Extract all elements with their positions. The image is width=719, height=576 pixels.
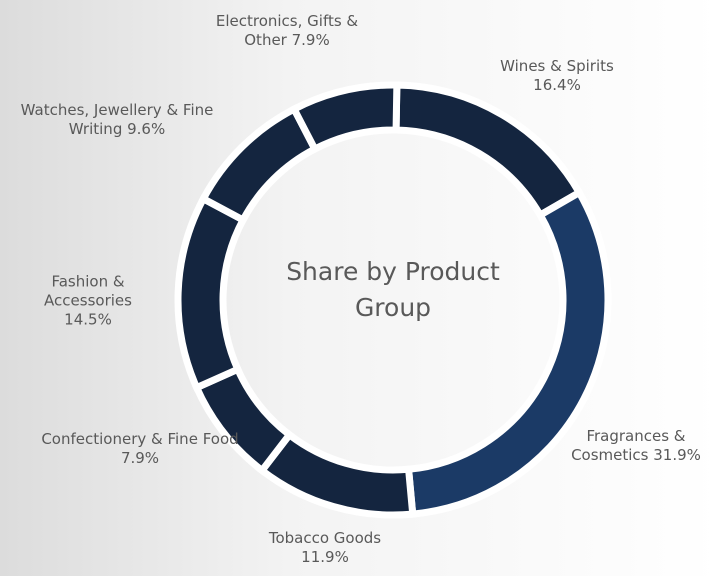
data-label: Fragrances & Cosmetics 31.9%: [551, 427, 719, 465]
value-label: 14.5%: [64, 310, 112, 329]
value-label: 7.9%: [120, 449, 160, 467]
value-label: 7.9%: [291, 31, 330, 49]
category-label: Wines & Spirits: [500, 57, 614, 75]
data-label: Confectionery & Fine Food 7.9%: [40, 430, 240, 468]
category-label: Watches, Jewellery & Fine Writing: [20, 101, 214, 138]
category-label: Fashion & Accessories: [44, 272, 132, 310]
value-label: 31.9%: [653, 446, 701, 464]
data-label: Electronics, Gifts & Other 7.9%: [197, 12, 377, 50]
category-label: Tobacco Goods: [268, 529, 382, 547]
data-label: Watches, Jewellery & Fine Writing 9.6%: [0, 101, 237, 139]
category-label: Fragrances & Cosmetics: [571, 427, 686, 464]
donut-segment: [289, 81, 401, 154]
data-label: Fashion & Accessories 14.5%: [33, 273, 143, 330]
chart-title: Share by Product Group: [286, 257, 500, 322]
value-label: 9.6%: [127, 120, 166, 138]
category-label: Confectionery & Fine Food: [41, 430, 239, 448]
donut-segment: [174, 194, 248, 393]
data-label: Tobacco Goods 11.9%: [250, 529, 400, 567]
data-label: Wines & Spirits 16.4%: [482, 57, 632, 95]
value-label: 16.4%: [533, 76, 581, 94]
value-label: 11.9%: [301, 548, 349, 566]
donut-segment: [257, 429, 417, 519]
category-label: Electronics, Gifts & Other: [215, 12, 359, 49]
donut-segment: [392, 81, 585, 220]
donut-segment: [404, 187, 612, 518]
